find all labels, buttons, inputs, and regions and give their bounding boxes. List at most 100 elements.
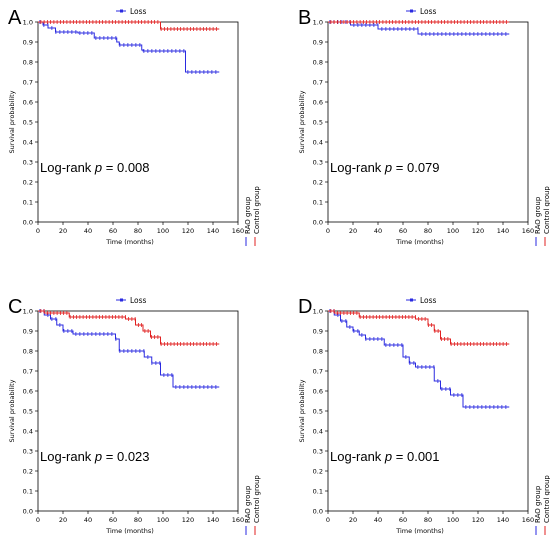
x-tick-label: 60 bbox=[109, 227, 117, 235]
y-tick-label: 0.2 bbox=[313, 467, 323, 475]
y-tick-label: 1.0 bbox=[313, 307, 323, 315]
panel-letter: B bbox=[298, 7, 311, 29]
chart-panel-d: D Loss 0.0 0.1 0.2 0.3 0.4 0.5 0.6 0.7 0.8 0.9 1.0 0 2… bbox=[298, 296, 550, 535]
series-line-control bbox=[328, 310, 510, 345]
side-legend-control: Control group bbox=[253, 475, 261, 523]
x-tick-label: 40 bbox=[84, 227, 92, 235]
y-tick-label: 1.0 bbox=[23, 18, 33, 26]
y-tick-label: 0.4 bbox=[23, 138, 33, 146]
x-tick-label: 160 bbox=[232, 227, 244, 235]
x-tick-label: 160 bbox=[522, 516, 534, 524]
log-rank-annotation: Log-rank p = 0.008 bbox=[40, 160, 150, 175]
x-tick-label: 140 bbox=[207, 516, 219, 524]
x-tick-label: 100 bbox=[157, 516, 169, 524]
x-tick-label: 100 bbox=[447, 227, 459, 235]
x-tick-label: 0 bbox=[326, 516, 330, 524]
plot-frame bbox=[37, 310, 239, 512]
y-axis-label: Survival probability bbox=[8, 379, 16, 442]
chart-panel-a: A Loss 0.0 0.1 0.2 0.3 0.4 0.5 0.6 0.7 0.8 0.9 1.0 0 2… bbox=[8, 7, 261, 246]
x-tick-label: 20 bbox=[349, 227, 357, 235]
y-tick-label: 0.8 bbox=[23, 58, 33, 66]
y-tick-label: 0.5 bbox=[313, 118, 323, 126]
series-line-rao bbox=[38, 310, 220, 388]
x-tick-label: 0 bbox=[326, 227, 330, 235]
y-tick-label: 0.8 bbox=[23, 347, 33, 355]
x-tick-label: 20 bbox=[59, 516, 67, 524]
y-tick-label: 0.3 bbox=[23, 447, 33, 455]
y-tick-label: 0.0 bbox=[23, 218, 33, 226]
log-rank-annotation: Log-rank p = 0.001 bbox=[330, 449, 440, 464]
y-tick-label: 0.9 bbox=[313, 327, 323, 335]
y-tick-label: 0.4 bbox=[23, 427, 33, 435]
y-tick-label: 0.5 bbox=[23, 118, 33, 126]
y-tick-label: 0.3 bbox=[23, 158, 33, 166]
x-tick-label: 40 bbox=[374, 227, 382, 235]
legend-title: Loss bbox=[420, 296, 437, 305]
x-axis-label: Time (months) bbox=[105, 238, 154, 246]
plot-frame bbox=[327, 21, 529, 223]
side-legend-control: Control group bbox=[543, 475, 550, 523]
y-tick-label: 0.9 bbox=[23, 327, 33, 335]
y-tick-label: 0.1 bbox=[23, 487, 33, 495]
y-tick-label: 0.6 bbox=[313, 387, 323, 395]
x-tick-label: 100 bbox=[157, 227, 169, 235]
y-tick-label: 0.0 bbox=[313, 218, 323, 226]
y-tick-label: 0.3 bbox=[313, 158, 323, 166]
y-tick-label: 0.5 bbox=[313, 407, 323, 415]
x-tick-label: 120 bbox=[472, 227, 484, 235]
legend-marker-dot bbox=[120, 9, 123, 13]
legend-marker-dot bbox=[120, 298, 123, 302]
log-rank-annotation: Log-rank p = 0.023 bbox=[40, 449, 150, 464]
plot-frame bbox=[327, 310, 529, 512]
x-tick-label: 160 bbox=[232, 516, 244, 524]
x-tick-label: 0 bbox=[36, 516, 40, 524]
y-tick-label: 0.2 bbox=[23, 467, 33, 475]
series-line-rao bbox=[328, 310, 510, 408]
side-legend-rao: RAO group bbox=[244, 485, 252, 523]
y-tick-label: 0.4 bbox=[313, 138, 323, 146]
legend-title: Loss bbox=[130, 296, 147, 305]
side-legend-control: Control group bbox=[253, 186, 261, 234]
y-tick-label: 0.3 bbox=[313, 447, 323, 455]
y-tick-label: 0.7 bbox=[313, 78, 323, 86]
y-tick-label: 0.9 bbox=[23, 38, 33, 46]
y-tick-label: 0.0 bbox=[313, 507, 323, 515]
y-tick-label: 0.7 bbox=[313, 367, 323, 375]
x-tick-label: 60 bbox=[399, 227, 407, 235]
panel-letter: D bbox=[298, 296, 312, 318]
x-tick-label: 140 bbox=[497, 227, 509, 235]
x-tick-label: 40 bbox=[374, 516, 382, 524]
chart-panel-b: B Loss 0.0 0.1 0.2 0.3 0.4 0.5 0.6 0.7 0.8 0.9 1.0 0 2… bbox=[298, 7, 550, 246]
plot-frame bbox=[37, 21, 239, 223]
y-tick-label: 0.1 bbox=[313, 487, 323, 495]
x-tick-label: 80 bbox=[424, 227, 432, 235]
y-axis-label: Survival probability bbox=[298, 90, 306, 153]
y-tick-label: 0.8 bbox=[313, 58, 323, 66]
y-tick-label: 0.1 bbox=[313, 198, 323, 206]
chart-panel-c: C Loss 0.0 0.1 0.2 0.3 0.4 0.5 0.6 0.7 0.8 0.9 1.0 0 2… bbox=[8, 296, 261, 535]
side-legend-rao: RAO group bbox=[534, 196, 542, 234]
panel-letter: C bbox=[8, 296, 22, 318]
y-tick-label: 0.0 bbox=[23, 507, 33, 515]
y-tick-label: 0.4 bbox=[313, 427, 323, 435]
legend-marker-dot bbox=[410, 9, 413, 13]
legend-title: Loss bbox=[130, 7, 147, 16]
y-tick-label: 0.6 bbox=[313, 98, 323, 106]
x-tick-label: 140 bbox=[207, 227, 219, 235]
y-tick-label: 0.2 bbox=[313, 178, 323, 186]
y-tick-label: 1.0 bbox=[23, 307, 33, 315]
y-tick-label: 0.8 bbox=[313, 347, 323, 355]
x-tick-label: 20 bbox=[349, 516, 357, 524]
log-rank-annotation: Log-rank p = 0.079 bbox=[330, 160, 440, 175]
series-line-control bbox=[38, 310, 220, 345]
y-tick-label: 0.1 bbox=[23, 198, 33, 206]
x-axis-label: Time (months) bbox=[395, 527, 444, 535]
side-legend-rao: RAO group bbox=[244, 196, 252, 234]
x-axis-label: Time (months) bbox=[105, 527, 154, 535]
x-tick-label: 60 bbox=[109, 516, 117, 524]
x-tick-label: 60 bbox=[399, 516, 407, 524]
y-tick-label: 0.7 bbox=[23, 78, 33, 86]
x-tick-label: 40 bbox=[84, 516, 92, 524]
y-tick-label: 0.5 bbox=[23, 407, 33, 415]
